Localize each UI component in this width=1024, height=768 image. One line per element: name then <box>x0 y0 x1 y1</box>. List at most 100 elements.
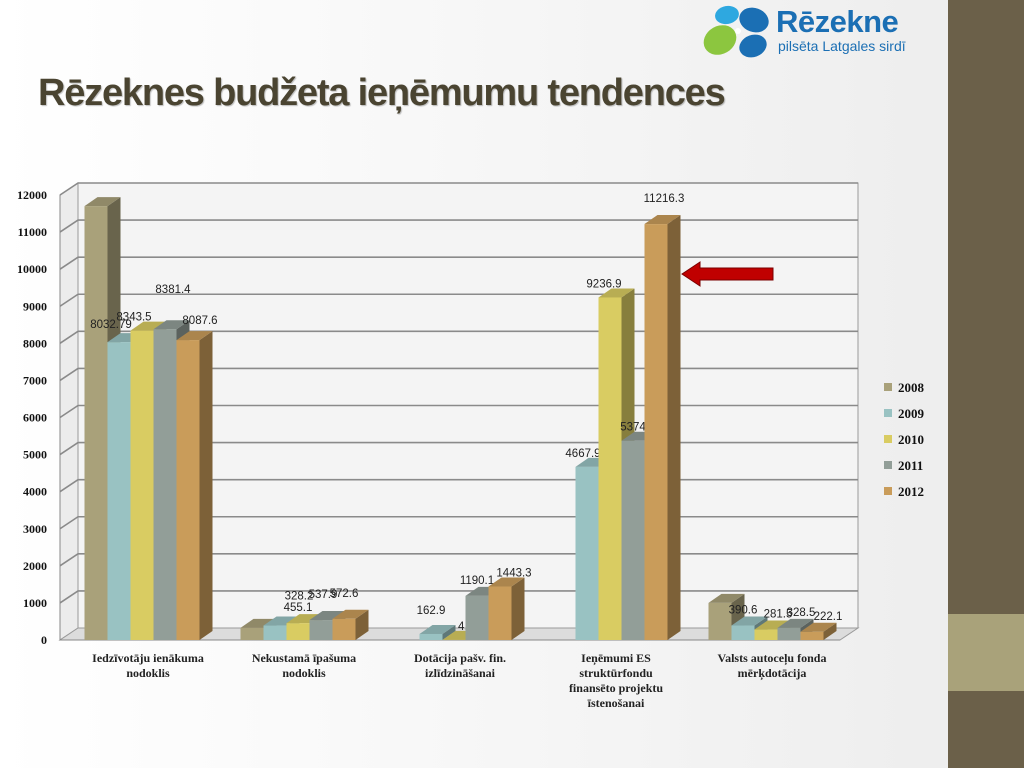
y-tick-label: 7000 <box>23 373 47 387</box>
bar <box>488 586 512 640</box>
legend-swatch <box>884 409 892 417</box>
bar-top <box>332 609 369 619</box>
data-label: 222.1 <box>814 611 843 623</box>
x-category-label: izlīdzināšanai <box>425 666 496 680</box>
data-label: 8381.4 <box>155 284 191 296</box>
y-tick-label: 12000 <box>17 188 47 202</box>
data-label: 4667.9 <box>565 448 600 460</box>
x-category-label: Valsts autoceļu fonda <box>718 651 827 666</box>
bar <box>800 631 824 640</box>
x-category-label: nodoklis <box>282 666 326 680</box>
bar-top <box>731 616 768 626</box>
bar <box>286 623 310 640</box>
bar-top <box>800 622 837 632</box>
legend-label: 2012 <box>898 484 924 499</box>
bar-top <box>309 611 346 621</box>
bar-top <box>419 624 456 634</box>
bar <box>575 466 599 640</box>
data-label: 162.9 <box>417 605 446 617</box>
bar-top <box>263 616 300 626</box>
data-label: 8087.6 <box>182 315 217 327</box>
x-category-label: struktūrfondu <box>579 666 653 680</box>
data-label: 328.5 <box>787 607 816 619</box>
bar <box>419 633 443 640</box>
x-category-label: Iedzīvotāju ienākuma <box>92 651 204 665</box>
legend-swatch <box>884 435 892 443</box>
bar-top <box>130 321 167 331</box>
bar-top <box>644 215 681 225</box>
red-arrow-annotation <box>681 261 774 287</box>
x-category-label: Nekustamā īpašuma <box>252 651 356 665</box>
legend-label: 2010 <box>898 432 924 447</box>
bar-side <box>823 622 837 640</box>
gridline <box>59 404 858 419</box>
x-category-label: mērķdotācija <box>738 666 807 681</box>
data-label: 390.6 <box>729 605 758 617</box>
y-tick-label: 4000 <box>23 485 47 499</box>
gridline <box>59 219 858 233</box>
bar-top <box>777 618 814 628</box>
data-label: 537.9 <box>309 589 338 601</box>
y-tick-label: 8000 <box>23 336 47 350</box>
data-label: 9236.9 <box>586 278 621 290</box>
gridline <box>59 293 858 307</box>
bar <box>240 627 264 640</box>
bar <box>263 625 287 640</box>
bar-top <box>708 593 745 603</box>
bar-top <box>153 320 190 330</box>
x-category-label: Ieņēmumi ES <box>581 651 651 666</box>
bar <box>176 340 200 640</box>
bar <box>465 595 489 640</box>
y-tick-label: 0 <box>41 633 47 647</box>
bar-side <box>442 624 456 640</box>
bar-top <box>488 577 525 587</box>
y-tick-label: 3000 <box>23 522 47 536</box>
data-label: 8343.5 <box>116 312 151 324</box>
x-category-label: īstenošanai <box>587 696 645 710</box>
y-tick-label: 9000 <box>23 299 47 313</box>
bar <box>598 297 622 640</box>
bar <box>84 206 108 640</box>
x-category-label: nodoklis <box>126 666 170 680</box>
legend-swatch <box>884 383 892 391</box>
brand-tagline: pilsēta Latgales sirdī <box>778 38 906 54</box>
bar <box>777 627 801 640</box>
bar-side <box>355 609 369 640</box>
bar <box>644 224 668 641</box>
data-label: 1190.1 <box>460 575 494 587</box>
bar-side <box>511 577 525 640</box>
y-tick-label: 10000 <box>17 262 47 276</box>
gridline <box>59 441 858 456</box>
data-label: 1443.3 <box>496 567 531 579</box>
y-tick-label: 6000 <box>23 411 47 425</box>
gridline <box>59 182 858 196</box>
bar <box>621 440 645 640</box>
gridline <box>59 367 858 382</box>
bar-top <box>286 614 323 624</box>
side-band-accent <box>948 614 1024 691</box>
bar-top <box>176 331 213 341</box>
data-label: 8032.79 <box>90 319 132 331</box>
bar <box>309 620 333 640</box>
legend-swatch <box>884 487 892 495</box>
bar-top <box>240 618 277 628</box>
y-tick-label: 5000 <box>23 448 47 462</box>
bar <box>708 602 732 640</box>
legend-label: 2011 <box>898 458 923 473</box>
bar <box>332 618 356 640</box>
side-band <box>948 0 1024 768</box>
bar-top <box>598 288 635 298</box>
brand-logo: Rēzekne pilsēta Latgales sirdī <box>698 2 938 60</box>
gridline <box>59 256 858 270</box>
bar-side <box>667 215 681 641</box>
legend-label: 2009 <box>898 406 925 421</box>
data-label: 281.5 <box>764 609 793 621</box>
bar <box>130 330 154 640</box>
slide-title: Rēzeknes budžeta ieņēmumu tendences <box>38 72 726 114</box>
data-label: 5374 <box>620 422 646 434</box>
data-label: 455.1 <box>284 602 313 614</box>
bar-side <box>199 331 213 640</box>
data-label: 572.6 <box>330 588 359 600</box>
bar-chart: 0 1000 2000 3000 4000 5000 6000 7000 8000 9000 100… <box>17 182 925 710</box>
data-label: 11216.3 <box>644 193 685 205</box>
